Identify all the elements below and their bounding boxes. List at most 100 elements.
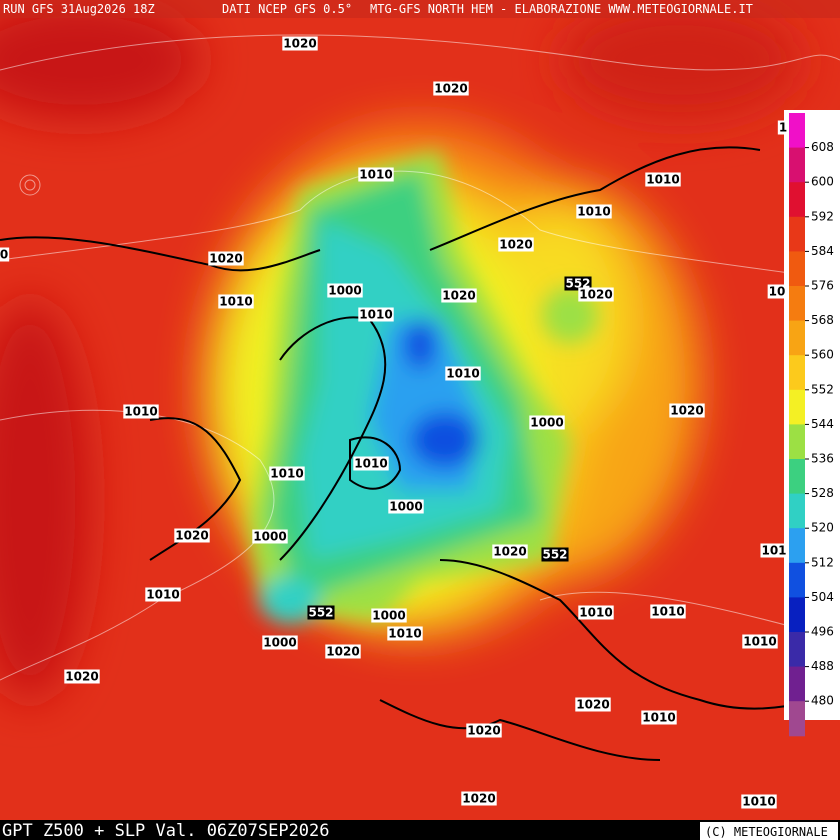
copyright: (C) METEOGIORNALE [705,825,828,839]
label-box [433,81,469,96]
label-box [767,284,787,299]
colorbar-label: 488 [811,659,834,673]
isobar-label: 10 [769,285,786,299]
colorbar-segment [789,182,805,218]
colorbar-segment [789,113,805,149]
colorbar-segment [789,597,805,633]
label-box [777,120,789,135]
footer-title: GPT Z500 + SLP Val. 06Z07SEP2026 [2,821,330,840]
label-box [325,644,361,659]
isobar-label: 1010 [270,467,303,481]
label-box [358,167,394,182]
label-box [0,247,10,262]
isobar-label: 1000 [530,416,563,430]
label-box [578,605,614,620]
label-box [307,605,335,620]
label-box [174,528,210,543]
isobar-label: 1020 [579,288,612,302]
colorbar-segment [789,251,805,287]
isobar-label: 1020 [65,670,98,684]
colorbar-segment [789,320,805,356]
label-box [466,723,502,738]
colorbar-segment [789,528,805,564]
colorbar-label: 592 [811,209,834,223]
label-box [208,251,244,266]
isobar-label: 1010 [742,795,775,809]
isobar-label: 1020 [462,792,495,806]
label-box [145,587,181,602]
isobar-label: 1020 [442,289,475,303]
colorbar-label: 560 [811,348,834,362]
label-box [387,626,423,641]
isobar-label: 1000 [253,530,286,544]
low-geopotential [250,150,598,624]
copyright-box [700,822,838,840]
colorbar-segment [789,147,805,183]
colorbar-label: 496 [811,625,834,639]
colorbar-segment [789,355,805,391]
isobar-label: 1010 [388,627,421,641]
label-box [371,608,407,623]
isobar-label: 1020 [283,37,316,51]
isobar-label: 101 [761,544,786,558]
colorbar-segment [789,666,805,702]
colorbar-label: 584 [811,244,834,258]
isobar-label: 1010 [359,308,392,322]
isobar-label: 1010 [446,367,479,381]
run-label: RUN GFS 31Aug2026 18Z [3,2,155,16]
isobar-label: 1000 [389,500,422,514]
label-box [529,415,565,430]
colorbar-segment [789,701,805,737]
colorbar-label: 480 [811,694,834,708]
colorbar-label: 608 [811,140,834,154]
label-box [760,543,788,558]
label-box [576,204,612,219]
isobar-label: 1010 [359,168,392,182]
colorbar-segment [789,632,805,668]
isobar-label: 1000 [328,284,361,298]
label-box [353,456,389,471]
isobar-label: 1020 [499,238,532,252]
credit-label: MTG-GFS NORTH HEM - ELABORAZIONE WWW.MET… [370,2,753,16]
label-box [742,634,778,649]
isobar-label: 1020 [576,698,609,712]
label-box [327,283,363,298]
isobar-label: 1010 [219,295,252,309]
isobar-label: 0 [0,248,8,262]
colorbar-label: 568 [811,313,834,327]
isobar-label: 1010 [124,405,157,419]
label-box [64,669,100,684]
label-box [358,307,394,322]
isobar-label: 1010 [146,588,179,602]
label-box [269,466,305,481]
colorbar-segment [789,562,805,598]
label-box [650,604,686,619]
colorbar-label: 544 [811,417,834,431]
label-box [388,499,424,514]
colorbar-label: 512 [811,555,834,569]
label-box [282,36,318,51]
colorbar-segment [789,389,805,425]
isobar-label: 1020 [467,724,500,738]
footer-bar [0,820,840,840]
label-box [641,710,677,725]
label-box [461,791,497,806]
isobar-label: 1010 [577,205,610,219]
isobar-label: 1000 [372,609,405,623]
label-box [541,547,569,562]
isobar-label: 1010 [579,606,612,620]
label-box [575,697,611,712]
colorbar-label: 576 [811,279,834,293]
isobar-label: 1020 [434,82,467,96]
colorbar-label: 552 [811,382,834,396]
isobar-label: 552 [542,548,567,562]
colorbar-segment [789,459,805,495]
label-box [741,794,777,809]
colorbar-label: 528 [811,486,834,500]
isobar-label: 1000 [263,636,296,650]
label-box [252,529,288,544]
isobar-label: 1010 [646,173,679,187]
isobar-label: 1020 [209,252,242,266]
colorbar-segment [789,216,805,252]
